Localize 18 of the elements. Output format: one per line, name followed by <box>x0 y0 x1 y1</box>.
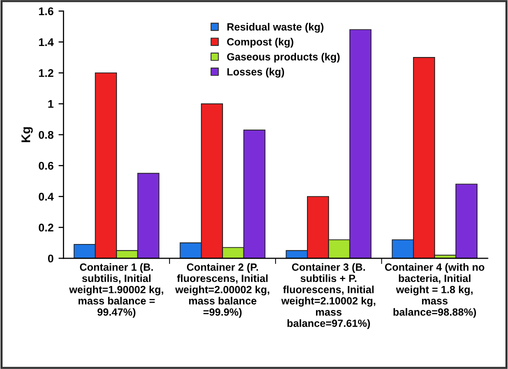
legend-label: Gaseous products (kg) <box>227 52 340 63</box>
y-tick-label: 1.6 <box>39 7 54 16</box>
y-tick-label: 0 <box>48 254 54 262</box>
y-tick-label: 0.4 <box>38 192 54 201</box>
x-tick-label: Container 3 (B. subtilis + P. fluorescens, Initial weight=2.10002 kg, mass balance=97.61%) <box>281 263 376 330</box>
y-tick-label: 1 <box>48 100 54 108</box>
y-tick-label: 0.6 <box>38 162 54 170</box>
y-tick-label: 1.4 <box>39 38 54 46</box>
y-tick-label: 0.8 <box>38 130 54 139</box>
x-tick-label: Container 2 (P. fluorescens, Initial weight=2.00002 kg, mass balance =99.9%) <box>175 263 270 318</box>
legend-label: Compost (kg) <box>227 38 294 48</box>
legend-label: Losses (kg) <box>227 68 284 78</box>
y-tick-label: 1.2 <box>39 69 54 77</box>
legend-label: Residual waste (kg) <box>227 22 324 33</box>
x-tick-label: Container 1 (B. subtilis, Initial weight=1.90002 kg, mass balance = 99.47%) <box>69 263 164 318</box>
y-tick-label: 0.2 <box>38 224 54 232</box>
x-tick-label: Container 4 (with no bacteria, Initial weight = 1.8 kg, mass balance=98.88%) <box>385 263 484 318</box>
y-axis-title: Kg <box>22 127 33 142</box>
